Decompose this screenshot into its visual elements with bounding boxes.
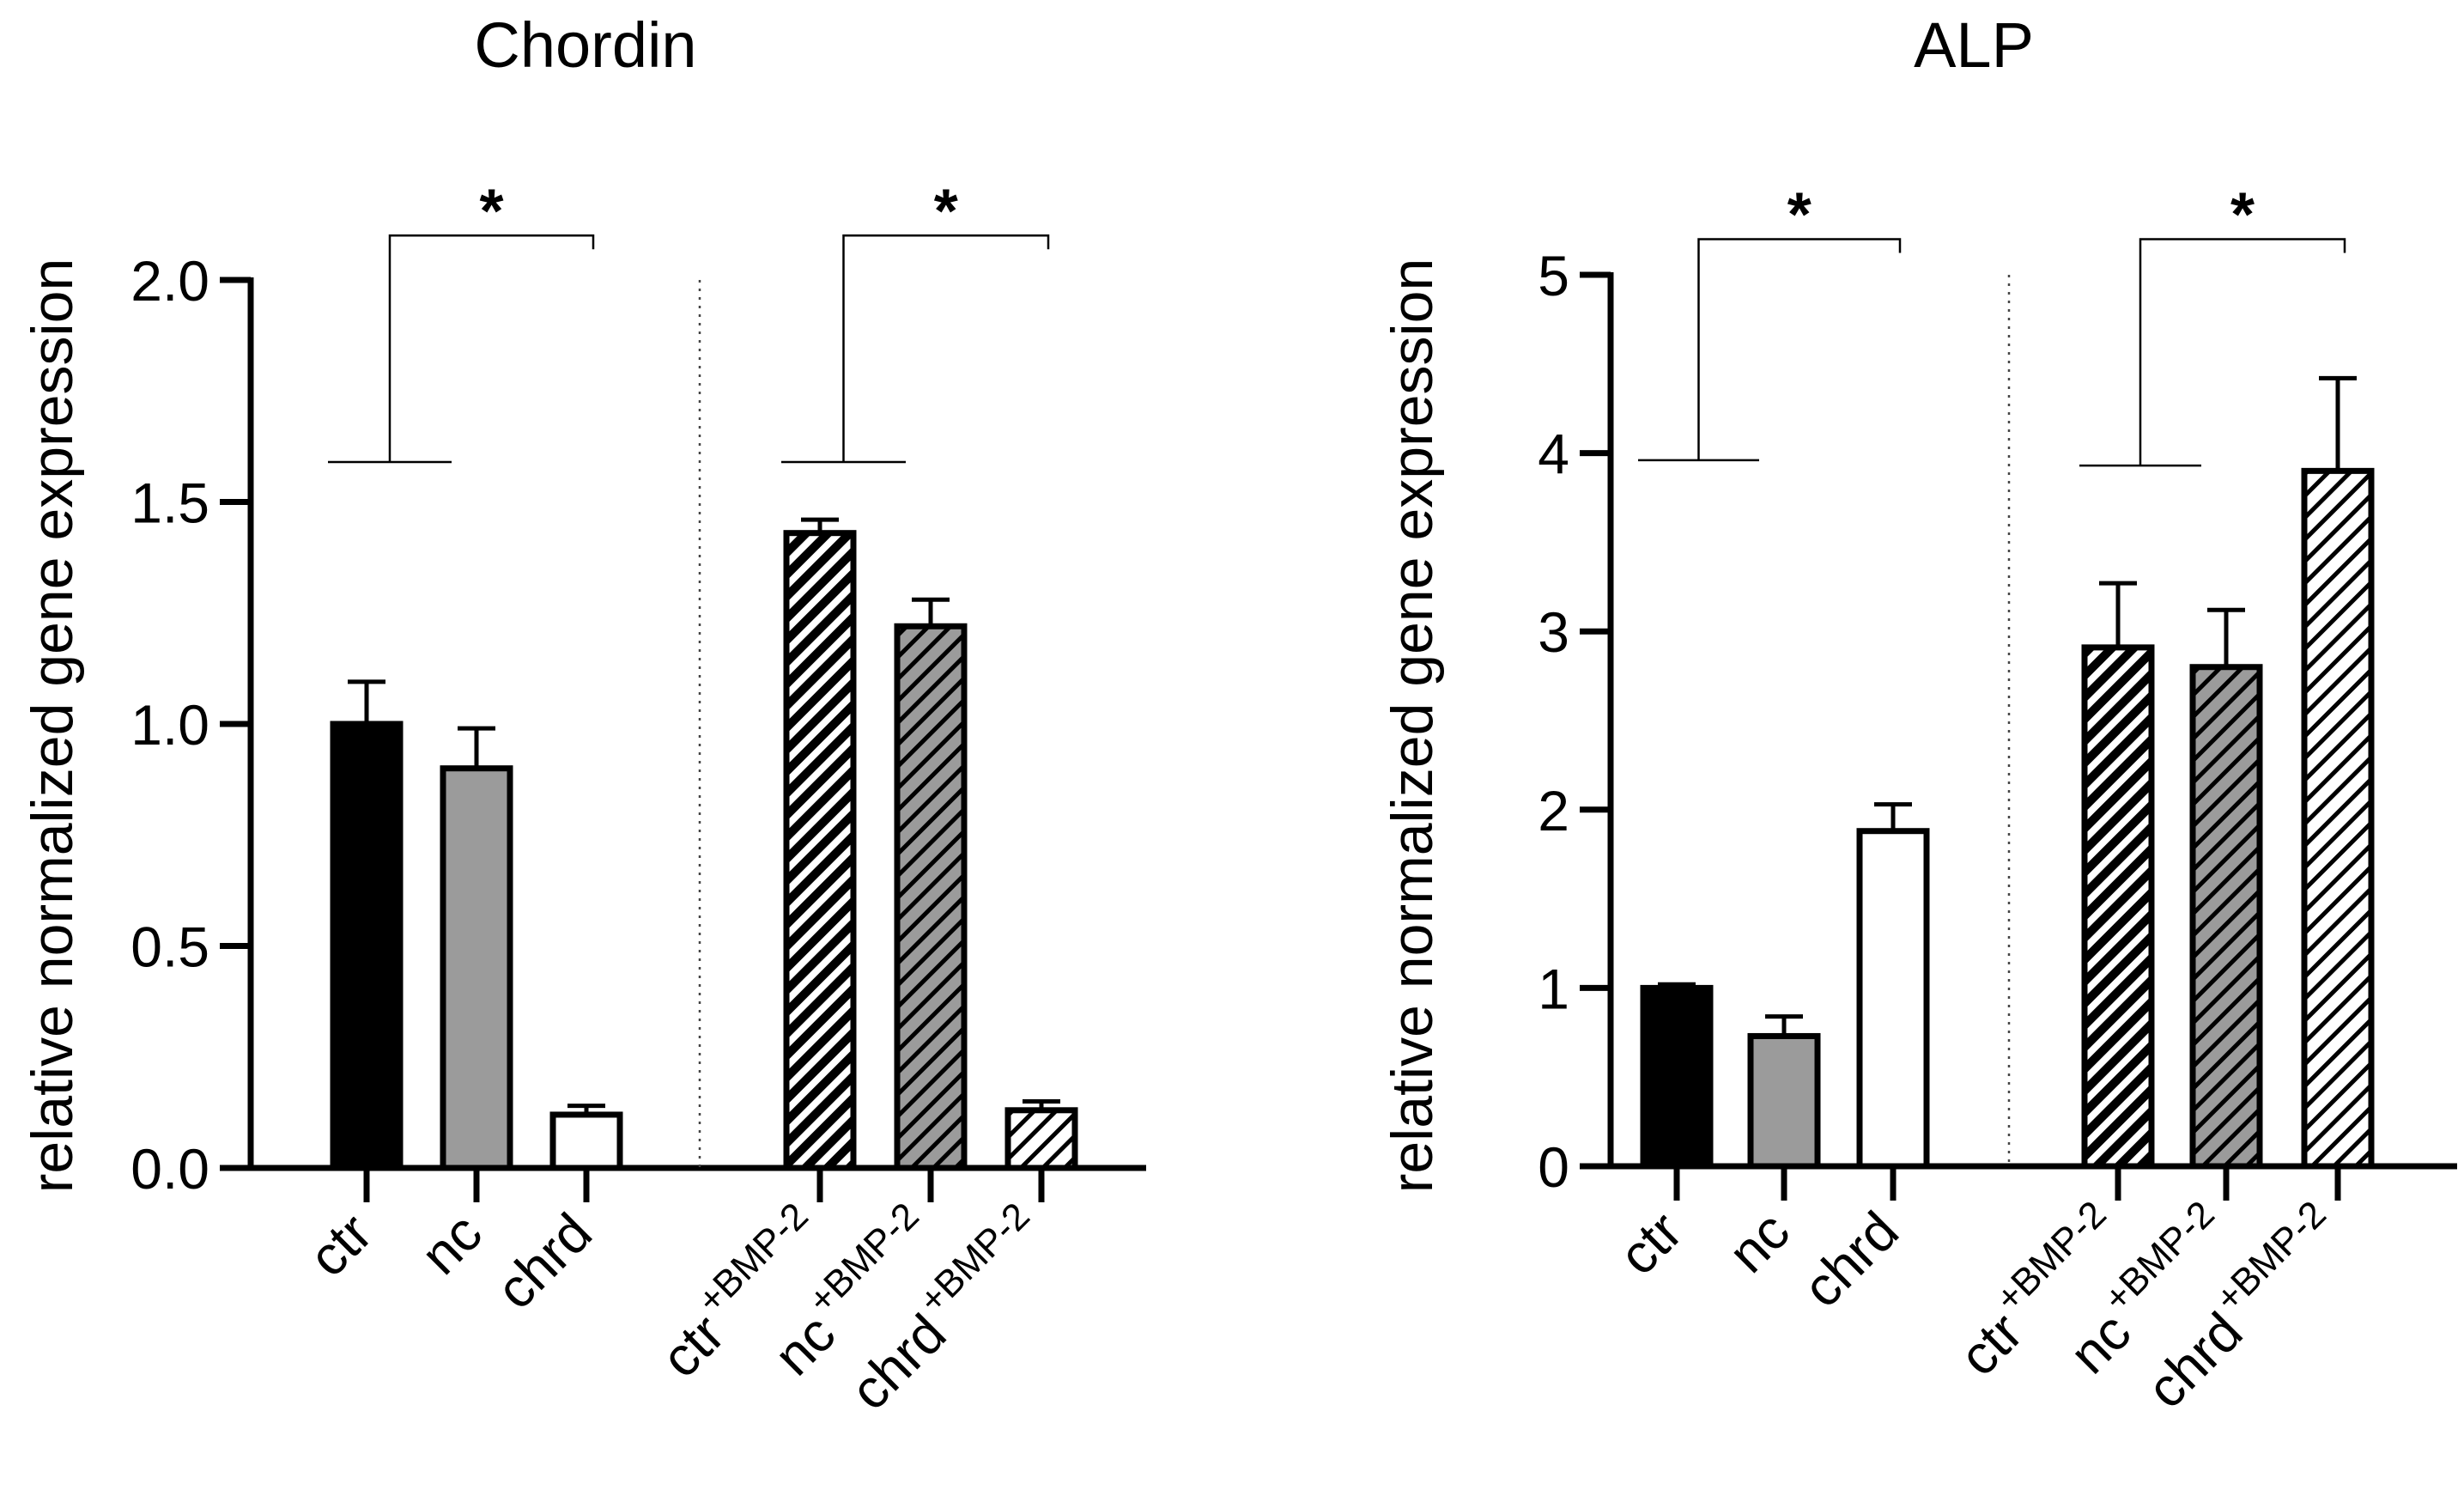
- alp-y-tick-label: 4: [1538, 423, 1569, 486]
- alp-bar: [1640, 984, 1714, 1170]
- chordin-bar: [1004, 1107, 1078, 1171]
- chordin-sig-bracket: [842, 234, 1050, 462]
- chordin-title: Chordin: [474, 9, 696, 81]
- alp-bar: [2081, 644, 2155, 1170]
- chordin-y-tick-label: 2.0: [130, 249, 209, 313]
- chordin-panel: Chordin relative normalized gene express…: [20, 9, 1146, 1421]
- chordin-x-label-superscript: +BMP-2: [800, 1195, 927, 1322]
- chordin-bar: [330, 721, 404, 1171]
- alp-bar: [1856, 828, 1930, 1170]
- chordin-y-tick-label: 1.0: [130, 693, 209, 757]
- chordin-sig-star: *: [479, 177, 503, 246]
- chordin-bar: [549, 1111, 623, 1171]
- alp-x-label-superscript: +BMP-2: [2096, 1193, 2223, 1320]
- alp-y-tick-label: 2: [1538, 779, 1569, 842]
- chordin-x-label-base: nc: [409, 1201, 494, 1286]
- chordin-x-label-base: chrd: [484, 1201, 604, 1321]
- alp-y-tick-label: 0: [1538, 1135, 1569, 1199]
- alp-title: ALP: [1914, 9, 2034, 81]
- chordin-y-ticks: 0.0 0.5 1.0 1.5 2.0: [130, 249, 251, 1201]
- alp-x-tick-label: ctr: [1607, 1200, 1694, 1286]
- alp-y-ticks: 0 1 2 3 4 5: [1538, 244, 1611, 1199]
- chordin-x-label-superscript: +BMP-2: [689, 1195, 816, 1322]
- chordin-bar: [783, 530, 857, 1171]
- chordin-x-tick-label: chrd: [484, 1201, 604, 1321]
- chordin-significance: * *: [328, 177, 1050, 464]
- alp-bar: [2189, 664, 2263, 1170]
- alp-significance: * *: [1638, 180, 2346, 467]
- alp-x-label-base: nc: [1716, 1200, 1801, 1285]
- alp-bars: [1640, 375, 2375, 1201]
- alp-axes: [1607, 272, 2457, 1170]
- alp-y-tick-label: 3: [1538, 600, 1569, 664]
- alp-bar: [1747, 1032, 1821, 1170]
- chordin-sig-star: *: [934, 177, 958, 246]
- chordin-sig-bracket: [388, 234, 595, 462]
- alp-y-tick-label: 5: [1538, 244, 1569, 307]
- chordin-x-label-base: ctr: [297, 1201, 384, 1288]
- chordin-x-tick-label: ctr: [297, 1201, 384, 1288]
- alp-x-tick-label: chrd: [1791, 1200, 1910, 1319]
- alp-y-axis-label: relative normalized gene expression: [1380, 258, 1445, 1194]
- chordin-y-axis-label: relative normalized gene expression: [20, 258, 85, 1194]
- alp-x-label-base: chrd: [1791, 1200, 1910, 1319]
- alp-sig-bracket: [2139, 238, 2346, 466]
- alp-panel: ALP relative normalized gene expression …: [1380, 9, 2457, 1420]
- alp-x-label-superscript: +BMP-2: [1988, 1193, 2115, 1320]
- alp-x-label-superscript: +BMP-2: [2207, 1193, 2334, 1320]
- alp-x-label-base: ctr: [1607, 1200, 1694, 1286]
- chordin-y-tick-label: 0.5: [130, 915, 209, 979]
- alp-sig-star: *: [1787, 180, 1812, 249]
- chordin-x-tick-label: nc: [409, 1201, 494, 1286]
- alp-bar: [2301, 467, 2375, 1170]
- alp-y-tick-label: 1: [1538, 957, 1569, 1020]
- chordin-bar: [894, 623, 968, 1171]
- chordin-axes: [247, 277, 1146, 1171]
- chordin-bars: [330, 517, 1078, 1202]
- chordin-bar: [440, 765, 513, 1171]
- chordin-y-tick-label: 1.5: [130, 471, 209, 535]
- alp-x-tick-label: nc: [1716, 1200, 1801, 1285]
- chordin-x-label-superscript: +BMP-2: [911, 1195, 1038, 1322]
- alp-sig-star: *: [2230, 180, 2255, 249]
- chordin-y-tick-label: 0.0: [130, 1137, 209, 1201]
- alp-sig-bracket: [1697, 238, 1902, 460]
